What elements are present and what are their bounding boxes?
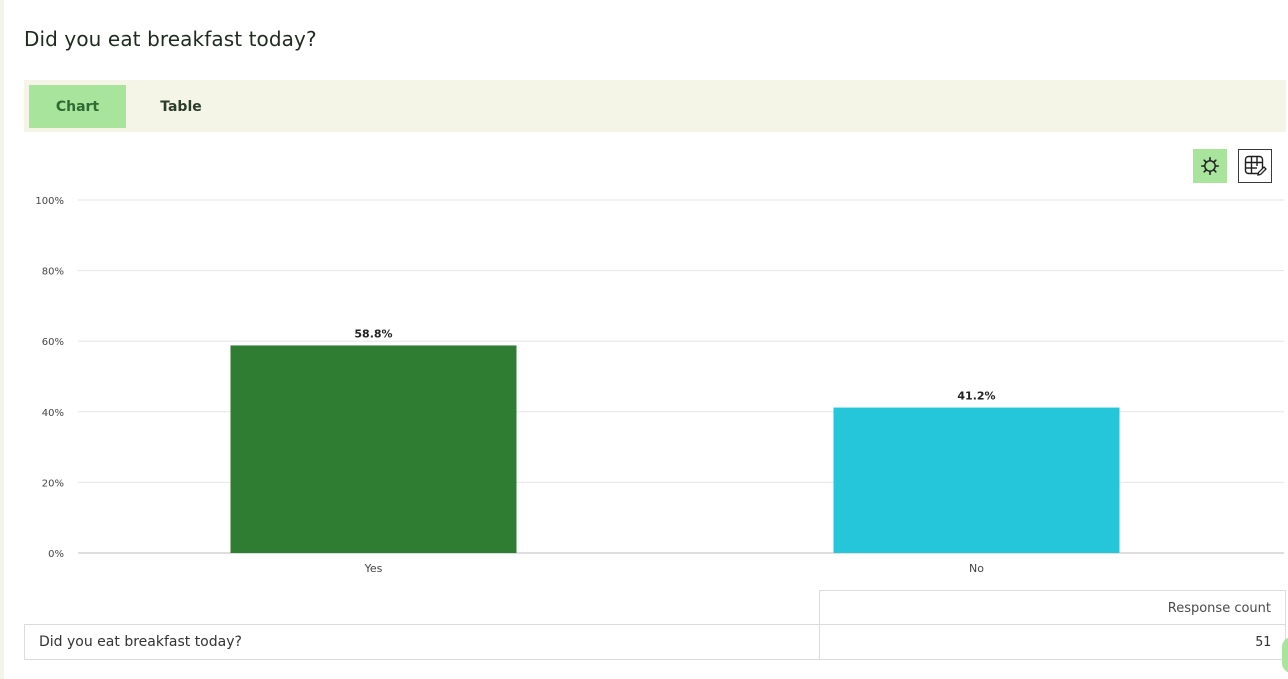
y-tick-label: 20% xyxy=(42,478,64,489)
edit-table-button[interactable] xyxy=(1238,149,1272,183)
x-category-label: No xyxy=(969,562,984,575)
y-tick-label: 80% xyxy=(42,267,64,278)
table-edit-icon xyxy=(1244,155,1267,176)
chart-settings-button[interactable] xyxy=(1193,149,1227,183)
response-count-header: Response count xyxy=(819,590,1286,625)
bar-yes[interactable] xyxy=(230,345,517,553)
tab-table[interactable]: Table xyxy=(160,98,202,115)
y-tick-label: 60% xyxy=(42,337,64,348)
summary-row-count: 51 xyxy=(1255,634,1271,650)
y-tick-label: 0% xyxy=(48,549,64,560)
view-tab-bar: Chart Table xyxy=(24,80,1286,132)
y-tick-label: 40% xyxy=(42,408,64,419)
tab-chart[interactable]: Chart xyxy=(29,85,126,128)
y-tick-label: 100% xyxy=(35,196,64,207)
bar-no[interactable] xyxy=(833,407,1120,553)
question-title: Did you eat breakfast today? xyxy=(24,27,317,51)
bar-value-label: 58.8% xyxy=(354,327,392,340)
table-row: Did you eat breakfast today? 51 xyxy=(24,624,1286,660)
response-bar-chart: 0% 20% 40% 60% 80% 100% 58.8% Yes 41.2% No xyxy=(35,196,1284,575)
help-chat-bubble[interactable] xyxy=(1282,637,1288,673)
gear-icon xyxy=(1200,156,1220,176)
x-category-label: Yes xyxy=(364,562,383,575)
summary-row-label: Did you eat breakfast today? xyxy=(25,625,820,659)
bar-value-label: 41.2% xyxy=(957,390,995,403)
